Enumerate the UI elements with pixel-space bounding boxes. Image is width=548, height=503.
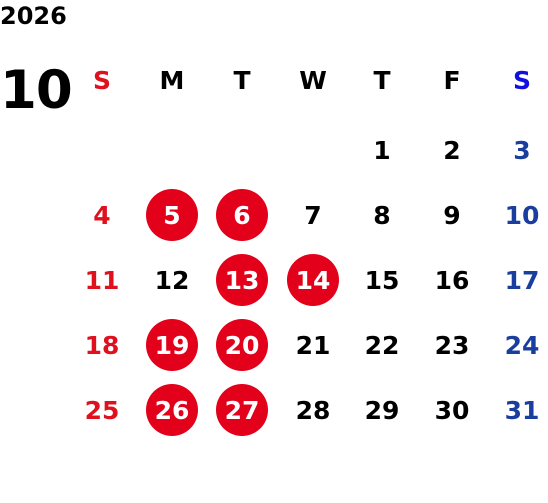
calendar-day-holiday[interactable]: 20 (216, 319, 268, 371)
calendar-day[interactable]: 15 (364, 265, 400, 295)
calendar-day[interactable]: 23 (434, 330, 470, 360)
calendar-day[interactable]: 17 (504, 265, 540, 295)
calendar-day[interactable]: 21 (295, 330, 331, 360)
calendar-day[interactable]: 16 (434, 265, 470, 295)
calendar-day[interactable]: 18 (84, 330, 120, 360)
calendar-day-holiday[interactable]: 19 (146, 319, 198, 371)
calendar-day[interactable]: 9 (443, 200, 461, 230)
calendar-day[interactable]: 24 (504, 330, 540, 360)
weekday-header-sat: S (512, 66, 531, 95)
calendar-day[interactable]: 2 (443, 135, 461, 165)
weekday-header-fri: F (443, 66, 461, 95)
calendar-day[interactable]: 22 (364, 330, 400, 360)
calendar-day[interactable]: 4 (93, 200, 111, 230)
calendar-month: 10 (0, 60, 73, 121)
calendar-day[interactable]: 10 (504, 200, 540, 230)
calendar-day-holiday[interactable]: 6 (216, 189, 268, 241)
calendar-day[interactable]: 1 (373, 135, 391, 165)
weekday-header-tue: T (233, 66, 251, 95)
calendar-day[interactable]: 3 (513, 135, 531, 165)
calendar-day-holiday[interactable]: 26 (146, 384, 198, 436)
calendar-day[interactable]: 12 (154, 265, 190, 295)
calendar-day-holiday[interactable]: 14 (287, 254, 339, 306)
calendar-day-holiday[interactable]: 27 (216, 384, 268, 436)
weekday-header-mon: M (159, 66, 185, 95)
calendar-day[interactable]: 28 (295, 395, 331, 425)
calendar-day[interactable]: 7 (304, 200, 322, 230)
calendar-day[interactable]: 31 (504, 395, 540, 425)
calendar-day[interactable]: 30 (434, 395, 470, 425)
calendar-day-holiday[interactable]: 5 (146, 189, 198, 241)
calendar-day[interactable]: 11 (84, 265, 120, 295)
weekday-header-sun: S (92, 66, 111, 95)
calendar-day-holiday[interactable]: 13 (216, 254, 268, 306)
calendar-day[interactable]: 8 (373, 200, 391, 230)
calendar-day[interactable]: 29 (364, 395, 400, 425)
weekday-header-thu: T (373, 66, 391, 95)
calendar-year: 2026 (0, 2, 67, 30)
calendar-day[interactable]: 25 (84, 395, 120, 425)
weekday-header-wed: W (299, 66, 327, 95)
